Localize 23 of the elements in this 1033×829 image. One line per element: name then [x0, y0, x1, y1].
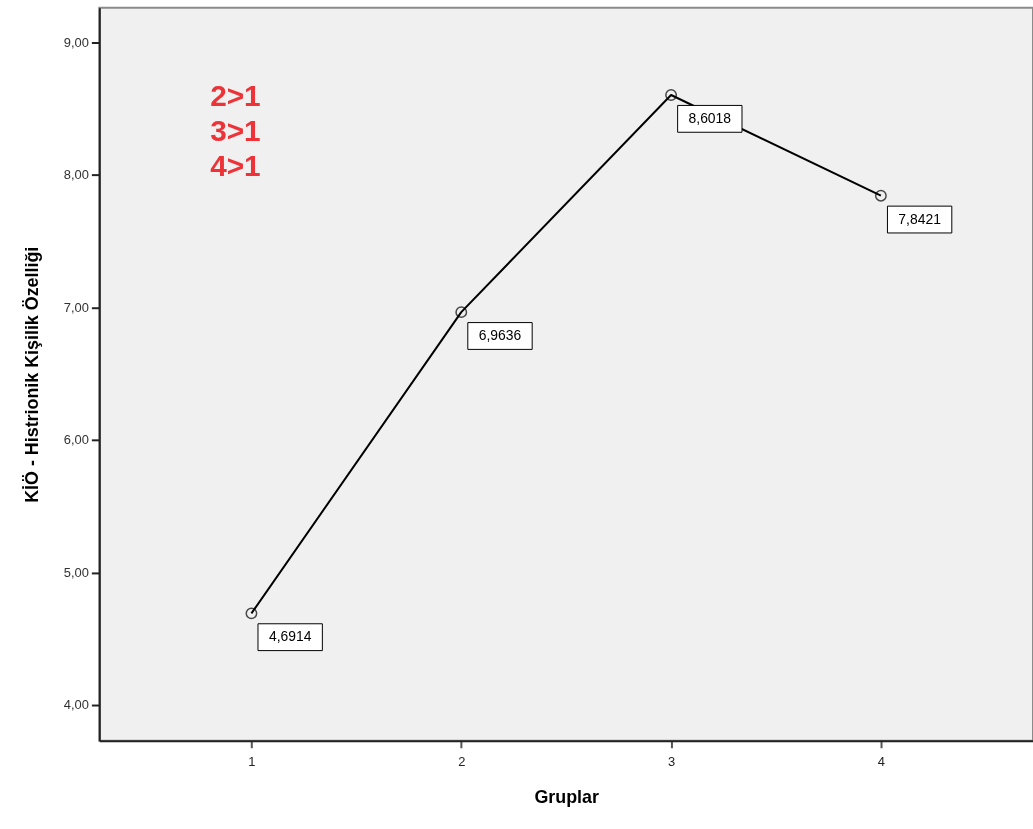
y-tick-label: 7,00	[63, 299, 89, 315]
x-axis-title: Gruplar	[534, 786, 599, 807]
annotation: 4>1	[210, 148, 261, 182]
data-label: 8,6018	[688, 109, 732, 126]
point	[665, 89, 678, 101]
y-tick-label: 6,00	[63, 432, 89, 448]
annotation: 3>1	[210, 113, 261, 147]
x-tick-label: 2	[458, 754, 466, 770]
point	[245, 607, 258, 620]
y-tick-label: 4,00	[63, 697, 89, 713]
data-label: 6,9636	[478, 326, 522, 343]
annotation: 2>1	[210, 79, 261, 113]
data-label: 4,6914	[268, 628, 312, 645]
y-tick-label: 5,00	[63, 564, 89, 580]
x-tick-label: 1	[248, 754, 256, 770]
point	[455, 306, 468, 319]
y-tick-label: 9,00	[63, 34, 89, 50]
y-tick-label: 8,00	[63, 167, 89, 183]
x-tick-label: 4	[877, 754, 885, 770]
point	[874, 189, 887, 202]
y-axis-title: KİÖ - Histrionik Kişilik Özelliği	[21, 246, 42, 503]
data-label: 7,8421	[898, 210, 942, 227]
x-tick-label: 3	[667, 754, 676, 770]
